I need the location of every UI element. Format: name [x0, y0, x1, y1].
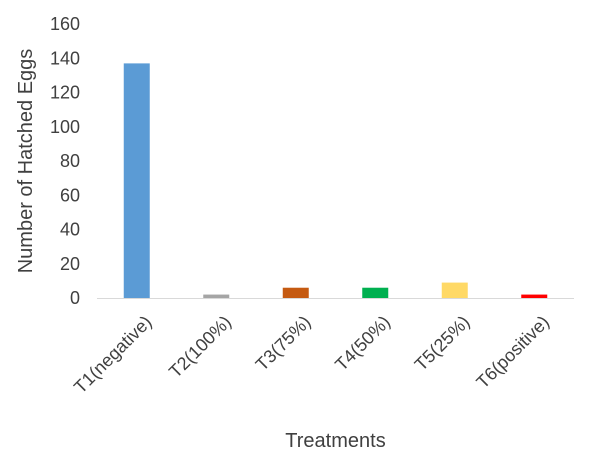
- y-tick-label: 60: [60, 185, 80, 205]
- x-tick-label: T4(50%): [331, 312, 394, 375]
- y-axis-title: Number of Hatched Eggs: [15, 49, 37, 274]
- y-tick-label: 80: [60, 151, 80, 171]
- bar: [282, 287, 309, 298]
- y-tick-label: 40: [60, 220, 80, 240]
- y-tick-label: 140: [50, 48, 80, 68]
- y-tick-label: 0: [70, 288, 80, 308]
- bar: [203, 294, 230, 298]
- y-tick-label: 120: [50, 83, 80, 103]
- x-axis-ticks: T1(negative) T2(100%) T3(75%) T4(50%) T5(25%…: [70, 312, 553, 398]
- bar: [441, 282, 468, 298]
- x-tick-label: T5(25%): [411, 312, 474, 375]
- x-tick-label: T1(negative): [70, 312, 156, 398]
- y-axis-ticks: 0 20 40 60 80 100 120 140 160: [50, 14, 80, 308]
- bars: [123, 63, 548, 299]
- y-tick-label: 100: [50, 117, 80, 137]
- y-tick-label: 20: [60, 254, 80, 274]
- bar: [123, 63, 150, 299]
- y-tick-label: 160: [50, 14, 80, 34]
- bar: [521, 294, 548, 298]
- x-tick-label: T3(75%): [252, 312, 315, 375]
- bar: [362, 287, 389, 298]
- x-tick-label: T6(positive): [472, 312, 553, 393]
- x-tick-label: T2(100%): [165, 312, 235, 382]
- x-axis-title: Treatments: [285, 430, 385, 452]
